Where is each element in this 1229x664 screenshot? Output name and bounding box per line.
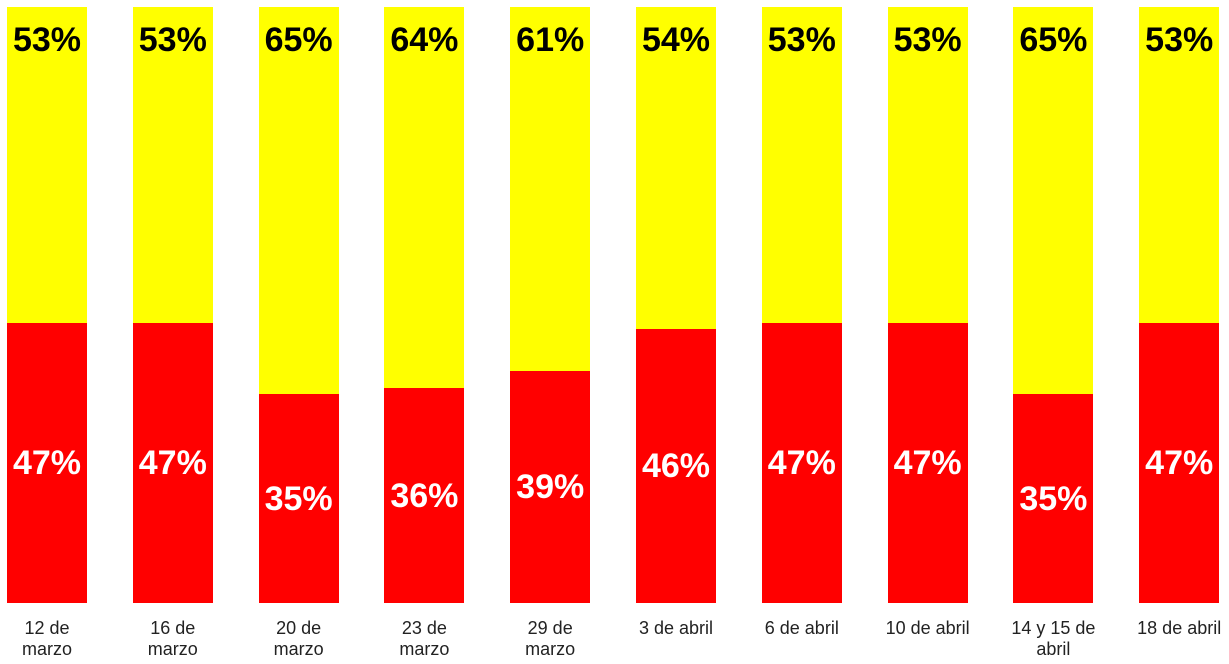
- data-label: 64%: [390, 21, 459, 59]
- data-label: 53%: [138, 21, 207, 59]
- bar-segment: [887, 7, 968, 323]
- data-label: 35%: [264, 479, 333, 518]
- data-label: 47%: [12, 443, 82, 482]
- bar-segment: [510, 370, 591, 603]
- data-label: 53%: [12, 21, 82, 59]
- data-label: 35%: [1019, 479, 1088, 518]
- data-label: 36%: [390, 476, 459, 515]
- x-tick-label: 12 de marzo: [21, 618, 72, 659]
- bar-segment: [1013, 394, 1094, 603]
- bar-segment: [636, 7, 716, 329]
- x-tick-label: 10 de abril: [885, 618, 970, 638]
- data-label: 65%: [1019, 21, 1088, 59]
- data-label: 47%: [1145, 443, 1214, 482]
- bar-segment: [636, 328, 716, 603]
- data-label: 65%: [264, 21, 333, 59]
- x-tick-label: 29 de marzo: [525, 618, 576, 659]
- data-label: 47%: [893, 443, 962, 482]
- data-label: 53%: [893, 21, 962, 59]
- bar-segment: [887, 322, 968, 603]
- data-label: 54%: [641, 21, 711, 59]
- x-tick-label: 6 de abril: [764, 618, 839, 638]
- bar-segment: [761, 322, 842, 603]
- bar-segment: [7, 7, 87, 323]
- bar-segment: [132, 7, 213, 323]
- data-label: 53%: [767, 21, 836, 59]
- bar-segment: [1013, 7, 1094, 395]
- bar-segment: [258, 7, 339, 395]
- x-tick-label: 18 de abril: [1137, 618, 1222, 638]
- data-label: 47%: [138, 443, 207, 482]
- data-label: 61%: [516, 21, 585, 59]
- x-tick-label: 16 de marzo: [147, 618, 198, 659]
- bar-segment: [384, 7, 465, 389]
- data-label: 53%: [1145, 21, 1214, 59]
- bar-segment: [761, 7, 842, 323]
- x-tick-label: 3 de abril: [638, 618, 714, 638]
- bar-segment: [132, 322, 213, 603]
- bar-segment: [510, 7, 591, 371]
- data-label: 47%: [767, 443, 836, 482]
- bar-segment: [7, 322, 87, 603]
- bar-segment: [1139, 322, 1220, 603]
- x-tick-label: 14 y 15 de abril: [1011, 618, 1096, 659]
- x-tick-label: 20 de marzo: [273, 618, 324, 659]
- bar-segment: [1139, 7, 1220, 323]
- data-label: 39%: [516, 467, 585, 506]
- data-label: 46%: [641, 446, 711, 485]
- bar-segment: [258, 394, 339, 603]
- bar-segment: [384, 388, 465, 603]
- x-tick-label: 23 de marzo: [399, 618, 450, 659]
